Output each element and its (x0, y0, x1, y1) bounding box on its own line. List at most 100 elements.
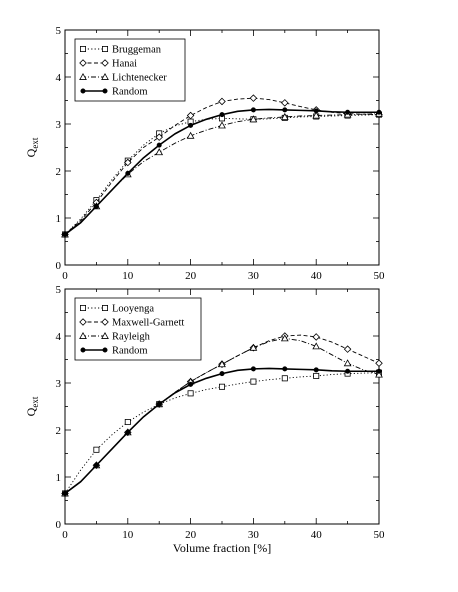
legend-marker (101, 318, 109, 326)
data-point (219, 371, 225, 377)
x-tick-label: 0 (62, 270, 68, 282)
data-point (124, 419, 131, 426)
x-tick-label: 40 (311, 529, 323, 541)
data-point (186, 131, 195, 139)
data-point (219, 112, 225, 118)
data-point (62, 231, 68, 237)
legend-marker (80, 347, 86, 353)
data-point (218, 383, 225, 390)
legend-marker (79, 318, 87, 326)
data-point (343, 359, 352, 367)
data-point (250, 107, 256, 113)
series-line (64, 372, 380, 494)
series-random (62, 107, 382, 237)
y-tick-label: 1 (56, 213, 62, 225)
legend: Looyenga Maxwell-Garnett Rayleigh Random (74, 297, 202, 361)
data-point (155, 148, 164, 156)
y-tick-label: 4 (56, 331, 62, 343)
y-tick-label: 5 (56, 25, 62, 37)
data-point (282, 107, 288, 113)
data-point (345, 109, 351, 115)
data-point (313, 108, 319, 114)
data-point (125, 170, 131, 176)
y-axis-label: Qext (24, 396, 40, 416)
data-point (124, 158, 132, 167)
series-line (64, 113, 380, 235)
legend-marker (79, 59, 87, 67)
data-point (249, 94, 258, 102)
legend-marker (102, 347, 108, 353)
data-point (312, 342, 321, 350)
x-axis-label: Volume fraction [%] (173, 541, 271, 555)
legend-marker (101, 59, 109, 67)
data-point (376, 368, 382, 374)
data-point (155, 133, 163, 141)
legend-label: Random (112, 346, 148, 357)
data-point (188, 122, 194, 128)
data-point (187, 390, 194, 397)
y-tick-label: 4 (56, 72, 62, 84)
y-tick-label: 0 (56, 260, 62, 272)
legend-label: Looyenga (112, 304, 154, 315)
legend-marker (102, 304, 109, 311)
series-looyenga (62, 369, 382, 497)
data-point (375, 370, 383, 378)
data-point (249, 343, 258, 351)
y-tick-label: 3 (56, 119, 62, 131)
data-point (186, 111, 195, 120)
legend: Bruggeman Hanai Lichtenecker Random (74, 38, 186, 102)
x-tick-label: 20 (185, 529, 197, 541)
x-tick-label: 20 (185, 270, 197, 282)
chart-panel-2: 0 10 20 30 40 50 0 1 2 3 4 5 Qext Volume fraction [%]… (24, 284, 385, 555)
legend-marker (80, 88, 86, 94)
data-point (282, 366, 288, 372)
data-point (93, 203, 99, 209)
legend-marker (80, 46, 87, 53)
y-tick-label: 2 (56, 425, 62, 437)
x-tick-label: 0 (62, 529, 68, 541)
data-point (156, 401, 162, 407)
data-point (375, 359, 383, 368)
data-point (313, 372, 320, 379)
data-point (343, 345, 352, 353)
legend-label: Random (112, 87, 148, 98)
data-point (218, 121, 226, 129)
legend-marker (102, 46, 109, 53)
y-tick-label: 1 (56, 472, 62, 484)
data-point (376, 109, 382, 115)
legend-label: Rayleigh (112, 332, 151, 343)
data-point (156, 142, 162, 148)
legend-label: Lichtenecker (112, 73, 167, 84)
y-tick-label: 2 (56, 166, 62, 178)
legend-marker (101, 331, 109, 339)
data-point (345, 368, 351, 374)
data-point (250, 378, 257, 385)
data-point (281, 375, 288, 382)
data-point (93, 462, 99, 468)
series-random (62, 366, 382, 496)
legend-marker (79, 72, 87, 80)
x-tick-label: 10 (122, 270, 134, 282)
x-tick-label: 30 (248, 529, 260, 541)
y-tick-label: 5 (56, 284, 62, 296)
data-point (62, 490, 68, 496)
data-point (250, 366, 256, 372)
data-point (93, 446, 100, 453)
legend-label: Hanai (112, 59, 137, 70)
data-point (218, 97, 226, 106)
data-point (280, 334, 289, 342)
data-point (312, 111, 321, 119)
data-point (281, 99, 289, 107)
series-bruggeman (62, 111, 382, 238)
y-axis-label: Qext (24, 137, 40, 157)
y-tick-label: 0 (56, 519, 62, 531)
chart-panel-1: 0 10 20 30 40 50 0 1 2 3 4 5 Qext Bruggeman Hanai Licht… (24, 25, 385, 282)
series-line (64, 114, 380, 235)
legend-marker (80, 304, 87, 311)
series-lichtenecker (61, 109, 383, 238)
x-tick-label: 50 (374, 270, 386, 282)
legend-marker (101, 72, 109, 80)
legend-marker (79, 331, 87, 339)
data-point (188, 381, 194, 387)
